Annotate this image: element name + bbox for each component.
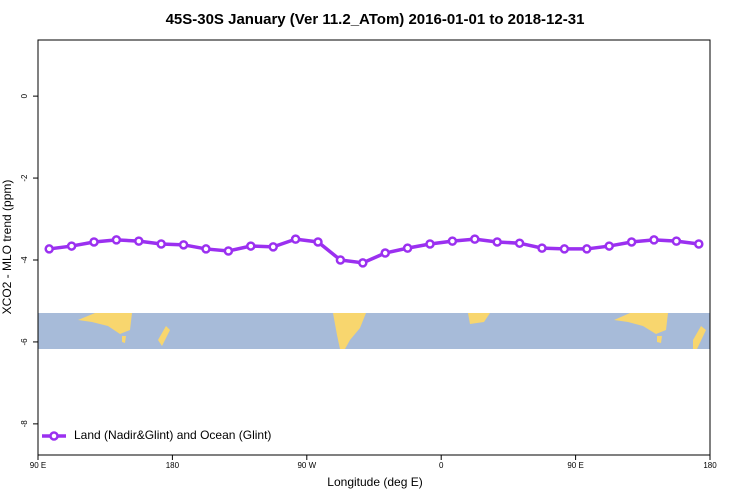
- data-point: [268, 242, 278, 252]
- chart-title: 45S-30S January (Ver 11.2_ATom) 2016-01-…: [166, 11, 585, 28]
- y-tick-label: -4: [20, 256, 29, 264]
- data-point: [604, 241, 614, 251]
- data-point: [201, 244, 211, 254]
- data-point: [514, 238, 525, 248]
- data-point: [559, 244, 570, 254]
- data-line: [48, 237, 700, 265]
- y-tick-label: -8: [20, 420, 29, 428]
- data-point: [492, 237, 502, 247]
- data-point: [380, 248, 390, 258]
- data-point: [178, 240, 189, 250]
- data-point: [335, 255, 346, 265]
- legend-label: Land (Nadir&Glint) and Ocean (Glint): [74, 428, 271, 442]
- data-point: [402, 243, 413, 253]
- data-point: [582, 244, 592, 254]
- plot-frame: [37, 39, 711, 456]
- data-point: [66, 241, 77, 251]
- data-point: [223, 246, 234, 256]
- data-point: [44, 244, 54, 254]
- y-tick-label: -6: [20, 338, 29, 346]
- data-point: [358, 258, 368, 268]
- y-tick-label: -2: [20, 174, 29, 182]
- y-tick-label: 0: [20, 93, 29, 98]
- x-axis-label: Longitude (deg E): [327, 475, 422, 489]
- x-tick-label: 90 E: [30, 461, 46, 470]
- data-point: [313, 237, 323, 247]
- data-point: [89, 237, 99, 247]
- data-point: [111, 235, 122, 245]
- x-tick-label: 180: [703, 461, 717, 470]
- legend-marker: [49, 431, 59, 441]
- data-point: [537, 243, 547, 253]
- data-point: [246, 241, 256, 251]
- x-tick-label: 90 E: [567, 461, 583, 470]
- data-point: [134, 236, 144, 246]
- data-point: [447, 236, 458, 246]
- data-point: [425, 239, 435, 249]
- data-point: [671, 236, 682, 246]
- x-tick-label: 180: [166, 461, 180, 470]
- y-axis-label: XCO2 - MLO trend (ppm): [0, 180, 14, 315]
- map-strip: [38, 313, 710, 349]
- x-tick-label: 0: [439, 461, 444, 470]
- x-tick-label: 90 W: [297, 461, 316, 470]
- data-point: [470, 234, 480, 244]
- data-point: [290, 234, 301, 244]
- data-point: [156, 239, 166, 249]
- data-point: [649, 235, 659, 245]
- data-point: [626, 237, 637, 247]
- data-point: [694, 239, 704, 249]
